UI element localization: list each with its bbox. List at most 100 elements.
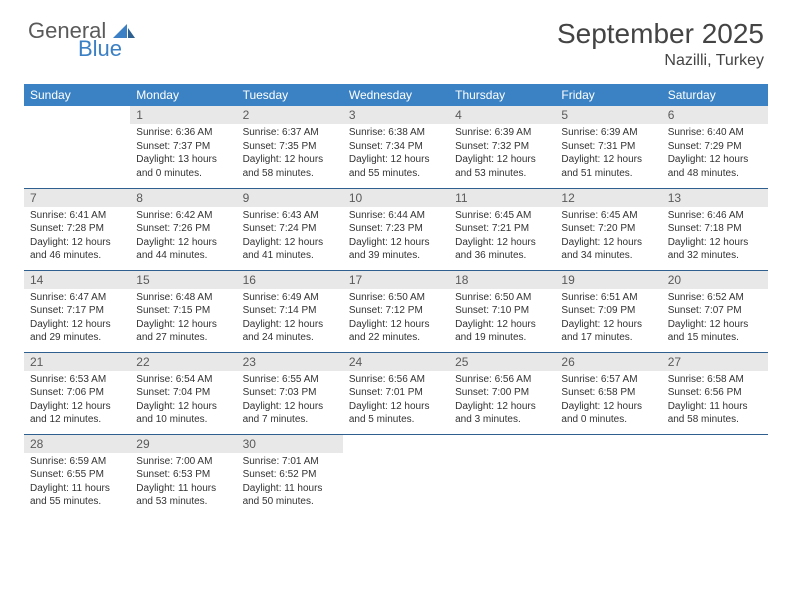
day-info: Sunrise: 6:56 AMSunset: 7:00 PMDaylight:… xyxy=(455,373,549,427)
calendar-day-cell: 4 Sunrise: 6:39 AMSunset: 7:32 PMDaylight… xyxy=(449,106,555,188)
day-info: Sunrise: 6:44 AMSunset: 7:23 PMDaylight:… xyxy=(349,209,443,263)
header: General Blue September 2025 Nazilli, Tur… xyxy=(0,0,792,78)
day-number: 10 xyxy=(343,189,449,207)
calendar-week-row: 14 Sunrise: 6:47 AMSunset: 7:17 PMDayligh… xyxy=(24,270,768,352)
calendar-day-cell: . xyxy=(343,434,449,516)
calendar-day-cell: 15 Sunrise: 6:48 AMSunset: 7:15 PMDayligh… xyxy=(130,270,236,352)
day-info: Sunrise: 6:49 AMSunset: 7:14 PMDaylight:… xyxy=(243,291,337,345)
calendar-day-cell: 14 Sunrise: 6:47 AMSunset: 7:17 PMDayligh… xyxy=(24,270,130,352)
day-info: Sunrise: 7:00 AMSunset: 6:53 PMDaylight:… xyxy=(136,455,230,509)
day-info: Sunrise: 6:45 AMSunset: 7:20 PMDaylight:… xyxy=(561,209,655,263)
day-number: 29 xyxy=(130,435,236,453)
day-number: 6 xyxy=(662,106,768,124)
day-info: Sunrise: 6:41 AMSunset: 7:28 PMDaylight:… xyxy=(30,209,124,263)
day-info: Sunrise: 6:50 AMSunset: 7:12 PMDaylight:… xyxy=(349,291,443,345)
day-info: Sunrise: 6:58 AMSunset: 6:56 PMDaylight:… xyxy=(668,373,762,427)
day-info: Sunrise: 6:47 AMSunset: 7:17 PMDaylight:… xyxy=(30,291,124,345)
day-number: 11 xyxy=(449,189,555,207)
day-number: 21 xyxy=(24,353,130,371)
calendar-week-row: 28 Sunrise: 6:59 AMSunset: 6:55 PMDayligh… xyxy=(24,434,768,516)
calendar-week-row: 21 Sunrise: 6:53 AMSunset: 7:06 PMDayligh… xyxy=(24,352,768,434)
day-number: 30 xyxy=(237,435,343,453)
month-title: September 2025 xyxy=(557,18,764,50)
day-number: 23 xyxy=(237,353,343,371)
day-info: Sunrise: 6:45 AMSunset: 7:21 PMDaylight:… xyxy=(455,209,549,263)
brand-logo: General Blue xyxy=(28,18,135,62)
calendar-day-cell: 21 Sunrise: 6:53 AMSunset: 7:06 PMDayligh… xyxy=(24,352,130,434)
calendar-day-cell: 25 Sunrise: 6:56 AMSunset: 7:00 PMDayligh… xyxy=(449,352,555,434)
day-info: Sunrise: 6:48 AMSunset: 7:15 PMDaylight:… xyxy=(136,291,230,345)
day-number: 9 xyxy=(237,189,343,207)
calendar-body: .1Sunrise: 6:36 AMSunset: 7:37 PMDayligh… xyxy=(24,106,768,516)
calendar-table: Sunday Monday Tuesday Wednesday Thursday… xyxy=(24,84,768,516)
day-number: 13 xyxy=(662,189,768,207)
weekday-header: Wednesday xyxy=(343,84,449,106)
weekday-header-row: Sunday Monday Tuesday Wednesday Thursday… xyxy=(24,84,768,106)
day-info: Sunrise: 6:39 AMSunset: 7:31 PMDaylight:… xyxy=(561,126,655,180)
day-info: Sunrise: 6:50 AMSunset: 7:10 PMDaylight:… xyxy=(455,291,549,345)
day-number: 4 xyxy=(449,106,555,124)
calendar-week-row: 7 Sunrise: 6:41 AMSunset: 7:28 PMDaylight… xyxy=(24,188,768,270)
weekday-header: Tuesday xyxy=(237,84,343,106)
calendar-day-cell: 7 Sunrise: 6:41 AMSunset: 7:28 PMDaylight… xyxy=(24,188,130,270)
day-number: 2 xyxy=(237,106,343,124)
day-number: 15 xyxy=(130,271,236,289)
day-number: 25 xyxy=(449,353,555,371)
calendar-day-cell: 17Sunrise: 6:50 AMSunset: 7:12 PMDayligh… xyxy=(343,270,449,352)
day-info: Sunrise: 6:56 AMSunset: 7:01 PMDaylight:… xyxy=(349,373,443,427)
calendar-day-cell: 20 Sunrise: 6:52 AMSunset: 7:07 PMDayligh… xyxy=(662,270,768,352)
day-number: 24 xyxy=(343,353,449,371)
day-info: Sunrise: 6:40 AMSunset: 7:29 PMDaylight:… xyxy=(668,126,762,180)
day-number: 19 xyxy=(555,271,661,289)
day-info: Sunrise: 6:46 AMSunset: 7:18 PMDaylight:… xyxy=(668,209,762,263)
day-info: Sunrise: 6:43 AMSunset: 7:24 PMDaylight:… xyxy=(243,209,337,263)
weekday-header: Friday xyxy=(555,84,661,106)
day-number: 7 xyxy=(24,189,130,207)
day-info: Sunrise: 6:55 AMSunset: 7:03 PMDaylight:… xyxy=(243,373,337,427)
day-number: 16 xyxy=(237,271,343,289)
calendar-day-cell: 6 Sunrise: 6:40 AMSunset: 7:29 PMDaylight… xyxy=(662,106,768,188)
calendar-day-cell: 23 Sunrise: 6:55 AMSunset: 7:03 PMDayligh… xyxy=(237,352,343,434)
day-number: 14 xyxy=(24,271,130,289)
day-info: Sunrise: 6:39 AMSunset: 7:32 PMDaylight:… xyxy=(455,126,549,180)
weekday-header: Thursday xyxy=(449,84,555,106)
day-info: Sunrise: 6:36 AMSunset: 7:37 PMDaylight:… xyxy=(136,126,230,180)
day-number: 20 xyxy=(662,271,768,289)
calendar-day-cell: 19 Sunrise: 6:51 AMSunset: 7:09 PMDayligh… xyxy=(555,270,661,352)
calendar-day-cell: 8Sunrise: 6:42 AMSunset: 7:26 PMDaylight… xyxy=(130,188,236,270)
calendar-day-cell: 12Sunrise: 6:45 AMSunset: 7:20 PMDayligh… xyxy=(555,188,661,270)
calendar-day-cell: 5 Sunrise: 6:39 AMSunset: 7:31 PMDaylight… xyxy=(555,106,661,188)
day-info: Sunrise: 6:42 AMSunset: 7:26 PMDaylight:… xyxy=(136,209,230,263)
calendar-day-cell: 24 Sunrise: 6:56 AMSunset: 7:01 PMDayligh… xyxy=(343,352,449,434)
day-info: Sunrise: 6:53 AMSunset: 7:06 PMDaylight:… xyxy=(30,373,124,427)
calendar-day-cell: 16 Sunrise: 6:49 AMSunset: 7:14 PMDayligh… xyxy=(237,270,343,352)
day-info: Sunrise: 6:54 AMSunset: 7:04 PMDaylight:… xyxy=(136,373,230,427)
day-info: Sunrise: 6:52 AMSunset: 7:07 PMDaylight:… xyxy=(668,291,762,345)
calendar-day-cell: 28 Sunrise: 6:59 AMSunset: 6:55 PMDayligh… xyxy=(24,434,130,516)
day-number: 18 xyxy=(449,271,555,289)
day-number: 27 xyxy=(662,353,768,371)
calendar-day-cell: 10 Sunrise: 6:44 AMSunset: 7:23 PMDayligh… xyxy=(343,188,449,270)
calendar-day-cell: 29 Sunrise: 7:00 AMSunset: 6:53 PMDayligh… xyxy=(130,434,236,516)
title-block: September 2025 Nazilli, Turkey xyxy=(557,18,764,70)
calendar-day-cell: . xyxy=(555,434,661,516)
calendar-day-cell: 3 Sunrise: 6:38 AMSunset: 7:34 PMDaylight… xyxy=(343,106,449,188)
calendar-day-cell: 18 Sunrise: 6:50 AMSunset: 7:10 PMDayligh… xyxy=(449,270,555,352)
calendar-day-cell: 22 Sunrise: 6:54 AMSunset: 7:04 PMDayligh… xyxy=(130,352,236,434)
day-info: Sunrise: 6:51 AMSunset: 7:09 PMDaylight:… xyxy=(561,291,655,345)
calendar-day-cell: 9 Sunrise: 6:43 AMSunset: 7:24 PMDaylight… xyxy=(237,188,343,270)
calendar-day-cell: 1Sunrise: 6:36 AMSunset: 7:37 PMDaylight… xyxy=(130,106,236,188)
day-number: 3 xyxy=(343,106,449,124)
brand-word2: Blue xyxy=(78,36,135,62)
day-info: Sunrise: 6:38 AMSunset: 7:34 PMDaylight:… xyxy=(349,126,443,180)
day-info: Sunrise: 6:59 AMSunset: 6:55 PMDaylight:… xyxy=(30,455,124,509)
calendar-day-cell: . xyxy=(24,106,130,188)
calendar-day-cell: 13 Sunrise: 6:46 AMSunset: 7:18 PMDayligh… xyxy=(662,188,768,270)
day-number: 22 xyxy=(130,353,236,371)
calendar-day-cell: 11 Sunrise: 6:45 AMSunset: 7:21 PMDayligh… xyxy=(449,188,555,270)
calendar-day-cell: . xyxy=(662,434,768,516)
day-number: 5 xyxy=(555,106,661,124)
day-info: Sunrise: 6:57 AMSunset: 6:58 PMDaylight:… xyxy=(561,373,655,427)
day-number: 28 xyxy=(24,435,130,453)
calendar-day-cell: 2Sunrise: 6:37 AMSunset: 7:35 PMDaylight… xyxy=(237,106,343,188)
